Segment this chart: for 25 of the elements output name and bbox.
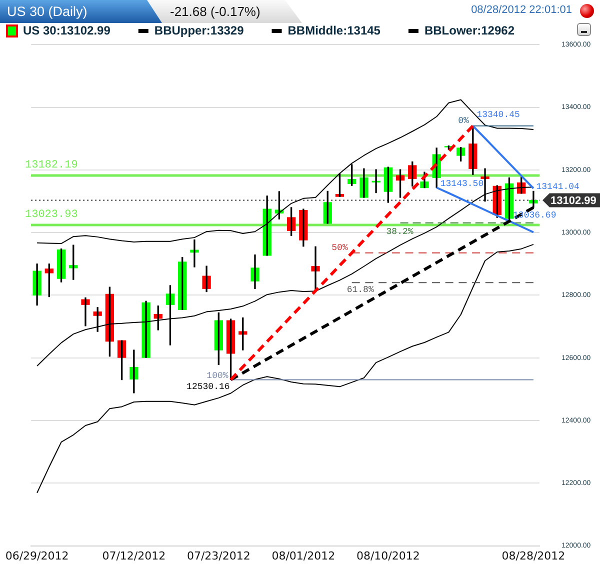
legend-label: US 30:13102.99 [23,23,111,38]
x-tick-label: 07/12/2012 [102,549,166,562]
legend-label: BBMiddle:13145 [288,23,381,38]
ref-line-label: 13023.93 [25,209,78,222]
x-tick-label: 07/23/2012 [186,549,250,562]
ref-line-label: 13102.99 [550,194,596,207]
legend-label: BBUpper:13329 [154,23,244,38]
x-tick-label: 08/10/2012 [356,549,420,562]
series-label: 61.8% [346,285,374,296]
series-label: 38.2% [386,226,414,237]
chart-title: US 30 (Daily) [7,3,88,21]
series-label: 50% [332,242,348,253]
chart-subtitle: -21.68 (-0.17%) [170,3,260,21]
data-label: 13143.50 [440,179,484,190]
x-tick-label: 08/01/2012 [272,549,336,562]
data-label: 13141.04 [536,182,580,192]
text: 08/28/2012 22:01:01 [471,4,572,17]
series-label: 100% [206,371,229,382]
legend-label: BBLower:12962 [424,23,515,38]
x-tick-label: 08/28/2012 [502,549,566,562]
data-label: 13340.45 [476,110,520,120]
data-label: 12530.16 [186,382,230,392]
series-label: 0% [458,116,470,126]
x-tick-label: 06/29/2012 [5,549,69,562]
ref-line-label: 13182.19 [25,159,78,172]
